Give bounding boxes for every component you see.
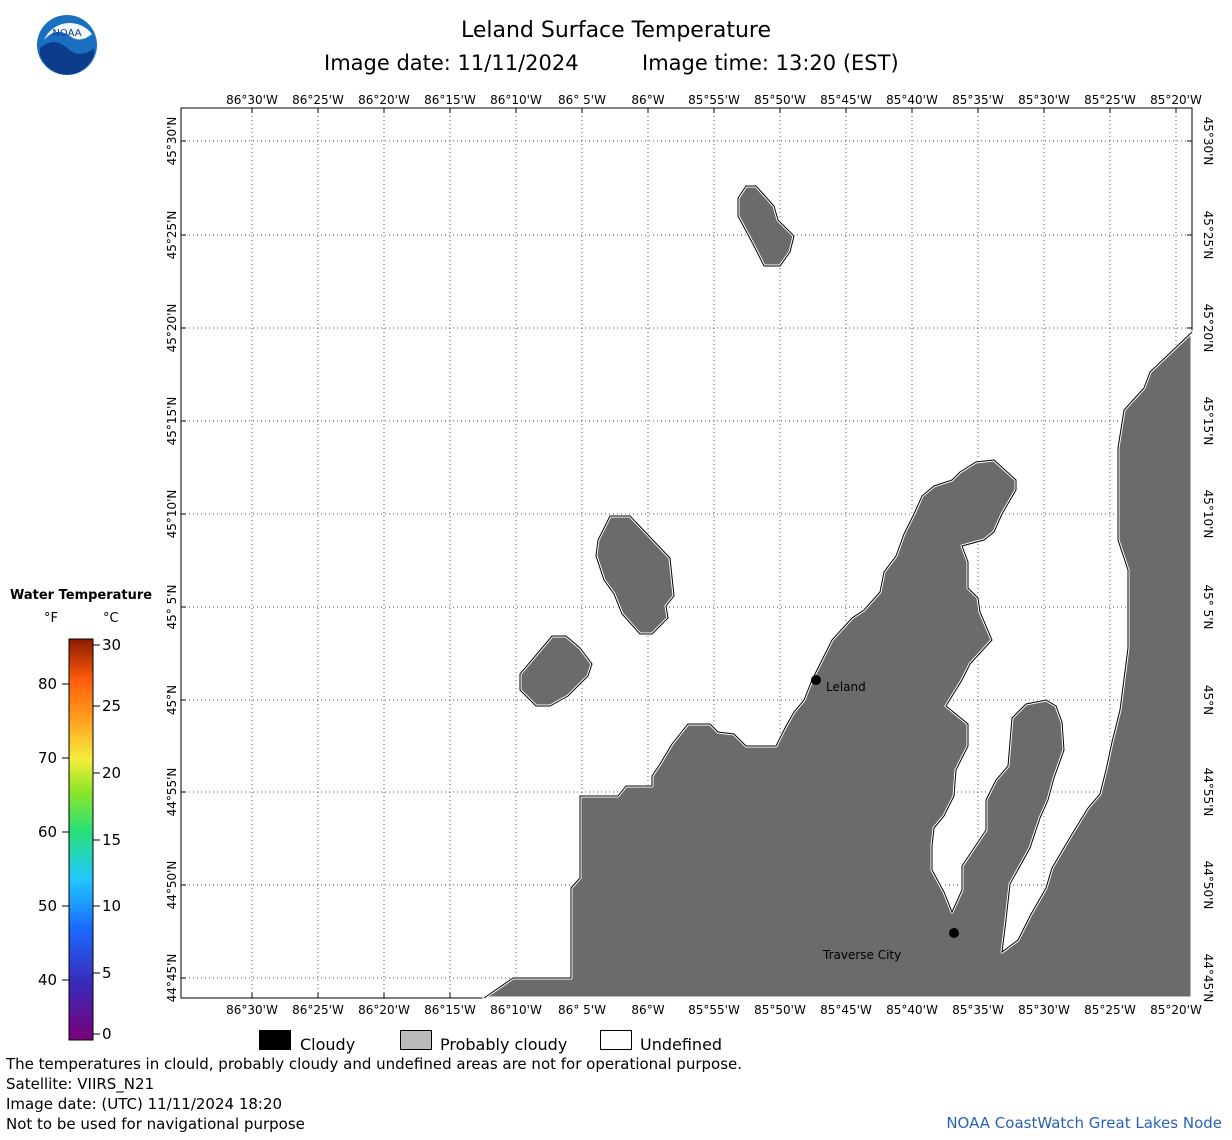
latitude-label-left: 44°55'N <box>165 768 179 817</box>
credit-text: NOAA CoastWatch Great Lakes Node <box>946 1114 1222 1132</box>
longitude-label-top: 85°35'W <box>952 93 1004 107</box>
leland-label: Leland <box>826 680 866 694</box>
latitude-label-right: 45°25'N <box>1201 211 1215 260</box>
cloudy-label: Cloudy <box>300 1035 356 1054</box>
latitude-label-right: 44°50'N <box>1201 861 1215 910</box>
undefined-label: Undefined <box>640 1035 723 1054</box>
latitude-label-right: 45°N <box>1201 685 1215 715</box>
latitude-label-left: 44°50'N <box>165 861 179 910</box>
fahrenheit-tick-label: 60 <box>38 823 58 841</box>
celsius-tick-label: 25 <box>102 697 122 715</box>
satellite-text: Satellite: VIIRS_N21 <box>6 1075 155 1093</box>
celsius-tick-label: 0 <box>102 1025 112 1043</box>
celsius-tick-label: 30 <box>102 636 122 654</box>
longitude-label-bottom: 85°25'W <box>1084 1003 1136 1017</box>
latitude-label-right: 44°55'N <box>1201 768 1215 817</box>
image-time: Image time: 13:20 (EST) <box>642 51 899 75</box>
probably-cloudy-swatch <box>400 1030 432 1050</box>
longitude-label-bottom: 85°20'W <box>1150 1003 1202 1017</box>
longitude-label-top: 85°40'W <box>886 93 938 107</box>
longitude-label-top: 85°55'W <box>688 93 740 107</box>
celsius-tick-label: 20 <box>102 764 122 782</box>
longitude-label-top: 86°W <box>631 93 664 107</box>
latitude-label-left: 45° 5'N <box>165 585 179 630</box>
longitude-label-top: 85°50'W <box>754 93 806 107</box>
longitude-label-top: 86°30'W <box>226 93 278 107</box>
fahrenheit-tick-label: 40 <box>38 971 58 989</box>
longitude-label-bottom: 86°10'W <box>490 1003 542 1017</box>
latitude-label-right: 45°15'N <box>1201 397 1215 446</box>
latitude-label-right: 45°20'N <box>1201 304 1215 353</box>
longitude-label-top: 86°20'W <box>358 93 410 107</box>
longitude-label-bottom: 85°45'W <box>820 1003 872 1017</box>
latitude-label-right: 45° 5'N <box>1201 585 1215 630</box>
longitude-label-top: 86°10'W <box>490 93 542 107</box>
celsius-tick-label: 5 <box>102 964 112 982</box>
longitude-label-bottom: 85°40'W <box>886 1003 938 1017</box>
logo-text: NOAA <box>52 28 81 39</box>
latitude-label-left: 45°15'N <box>165 397 179 446</box>
image-date: Image date: 11/11/2024 <box>324 51 579 75</box>
longitude-label-top: 86°15'W <box>424 93 476 107</box>
longitude-label-top: 85°20'W <box>1150 93 1202 107</box>
fahrenheit-tick-label: 50 <box>38 897 58 915</box>
leland-marker <box>811 675 821 685</box>
fahrenheit-unit: °F <box>44 611 58 626</box>
latitude-label-right: 45°30'N <box>1201 117 1215 166</box>
longitude-label-bottom: 85°30'W <box>1018 1003 1070 1017</box>
longitude-label-bottom: 85°55'W <box>688 1003 740 1017</box>
latitude-label-left: 45°30'N <box>165 117 179 166</box>
longitude-label-bottom: 85°35'W <box>952 1003 1004 1017</box>
latitude-label-left: 45°10'N <box>165 490 179 539</box>
latitude-label-left: 45°N <box>165 685 179 715</box>
longitude-label-bottom: 86°15'W <box>424 1003 476 1017</box>
latitude-label-left: 45°20'N <box>165 304 179 353</box>
temperature-colorbar <box>68 638 94 1041</box>
fahrenheit-tick-label: 70 <box>38 749 58 767</box>
longitude-label-top: 86°25'W <box>292 93 344 107</box>
celsius-tick-label: 15 <box>102 831 122 849</box>
disclaimer-text: The temperatures in clould, probably clo… <box>6 1055 743 1073</box>
celsius-unit: °C <box>103 611 119 626</box>
longitude-label-bottom: 86°25'W <box>292 1003 344 1017</box>
longitude-label-bottom: 86°30'W <box>226 1003 278 1017</box>
probably-cloudy-label: Probably cloudy <box>440 1035 568 1054</box>
longitude-label-top: 85°45'W <box>820 93 872 107</box>
traverse-city-marker <box>949 928 959 938</box>
undefined-swatch <box>600 1030 632 1050</box>
latitude-label-left: 45°25'N <box>165 211 179 260</box>
longitude-label-bottom: 86°20'W <box>358 1003 410 1017</box>
celsius-tick-label: 10 <box>102 897 122 915</box>
longitude-label-bottom: 86° 5'W <box>558 1003 606 1017</box>
latitude-label-right: 45°10'N <box>1201 490 1215 539</box>
land-outline <box>483 185 1193 999</box>
noaa-logo: NOAA <box>36 14 98 76</box>
longitude-label-bottom: 85°50'W <box>754 1003 806 1017</box>
latitude-label-right: 44°45'N <box>1201 954 1215 1003</box>
graticule: 86°30'W 86°30'W 86°25'W 86°25'W 86°20'W 86°20… <box>165 93 1215 1017</box>
colorbar-ticks <box>62 644 100 1035</box>
traverse-city-label: Traverse City <box>822 948 901 962</box>
navigation-warning: Not to be used for navigational purpose <box>6 1115 305 1133</box>
longitude-label-bottom: 86°W <box>631 1003 664 1017</box>
longitude-label-top: 85°25'W <box>1084 93 1136 107</box>
cloudy-swatch <box>259 1030 291 1050</box>
latitude-label-left: 44°45'N <box>165 954 179 1003</box>
colorbar-title: Water Temperature <box>10 588 153 603</box>
longitude-label-top: 86° 5'W <box>558 93 606 107</box>
fahrenheit-tick-label: 80 <box>38 675 58 693</box>
map-title: Leland Surface Temperature <box>460 18 772 43</box>
utc-date-text: Image date: (UTC) 11/11/2024 18:20 <box>6 1095 283 1113</box>
longitude-label-top: 85°30'W <box>1018 93 1070 107</box>
